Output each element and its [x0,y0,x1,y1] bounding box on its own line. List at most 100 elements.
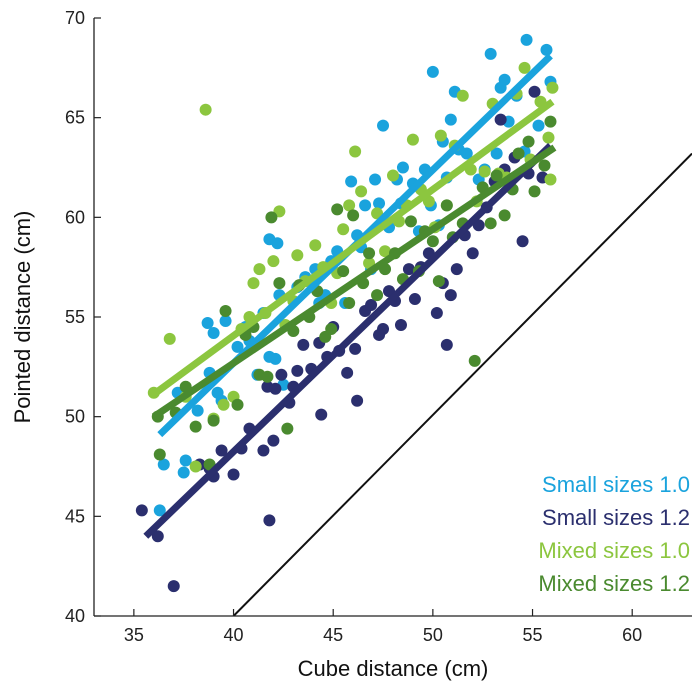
data-point-small-sizes-1-2 [377,322,390,335]
data-point-mixed-sizes-1-2 [265,211,278,224]
data-point-mixed-sizes-1-2 [468,354,481,367]
data-point-small-sizes-1-2 [263,514,276,527]
data-point-small-sizes-1-2 [494,113,507,126]
y-tick-label: 70 [65,8,85,28]
data-point-small-sizes-1-2 [215,444,228,457]
data-point-mixed-sizes-1-0 [309,239,322,252]
data-point-small-sizes-1-2 [402,263,415,276]
y-axis-title: Pointed distance (cm) [10,211,35,424]
data-point-mixed-sizes-1-0 [355,185,368,198]
data-point-small-sizes-1-2 [408,293,421,306]
legend-entry-small-sizes-1-0: Small sizes 1.0 [542,472,690,497]
data-point-mixed-sizes-1-2 [153,448,166,461]
y-tick-label: 60 [65,207,85,227]
data-point-small-sizes-1-0 [532,119,545,132]
data-point-small-sizes-1-0 [377,119,390,132]
data-point-mixed-sizes-1-2 [347,209,360,222]
data-point-mixed-sizes-1-0 [349,145,362,158]
data-point-small-sizes-1-2 [227,468,240,481]
data-point-mixed-sizes-1-0 [544,173,557,186]
legend-entry-small-sizes-1-2: Small sizes 1.2 [542,505,690,530]
data-point-small-sizes-1-0 [201,316,214,329]
data-point-small-sizes-1-2 [275,368,288,381]
data-point-mixed-sizes-1-0 [546,81,559,94]
data-point-mixed-sizes-1-0 [247,277,260,290]
data-point-small-sizes-1-2 [440,338,453,351]
data-point-mixed-sizes-1-0 [434,129,447,142]
data-point-mixed-sizes-1-0 [456,89,469,102]
data-point-small-sizes-1-2 [151,530,164,543]
data-point-small-sizes-1-0 [177,466,190,479]
data-point-mixed-sizes-1-0 [337,223,350,236]
data-point-mixed-sizes-1-0 [217,398,230,411]
data-point-small-sizes-1-2 [444,289,457,302]
data-point-small-sizes-1-0 [460,147,473,160]
data-point-small-sizes-1-2 [450,263,463,276]
x-tick-label: 60 [622,625,642,645]
data-point-small-sizes-1-0 [369,173,382,186]
data-point-small-sizes-1-2 [430,307,443,320]
data-point-mixed-sizes-1-2 [426,235,439,248]
data-point-small-sizes-1-0 [191,404,204,417]
data-point-small-sizes-1-2 [267,434,280,447]
data-point-small-sizes-1-0 [484,47,497,60]
data-point-mixed-sizes-1-2 [484,217,497,230]
data-point-mixed-sizes-1-2 [498,209,511,222]
data-point-small-sizes-1-0 [498,73,511,86]
data-point-small-sizes-1-0 [396,161,409,174]
data-point-mixed-sizes-1-0 [267,255,280,268]
data-point-small-sizes-1-2 [257,444,270,457]
data-point-small-sizes-1-0 [271,237,284,250]
data-point-mixed-sizes-1-0 [199,103,212,116]
fit-line-mixed-sizes-1-2 [151,144,557,420]
data-point-small-sizes-1-0 [269,352,282,365]
data-point-mixed-sizes-1-2 [440,199,453,212]
x-tick-label: 50 [423,625,443,645]
data-point-small-sizes-1-0 [153,504,166,517]
y-tick-label: 40 [65,606,85,626]
fit-line-mixed-sizes-1-0 [153,98,555,396]
data-point-small-sizes-1-2 [167,580,180,593]
data-point-small-sizes-1-2 [341,366,354,379]
data-point-small-sizes-1-2 [297,338,310,351]
data-point-mixed-sizes-1-2 [281,422,294,435]
identity-line [232,152,692,616]
data-point-small-sizes-1-2 [365,299,378,312]
data-point-mixed-sizes-1-2 [325,322,338,335]
data-point-small-sizes-1-0 [231,340,244,353]
data-point-mixed-sizes-1-2 [490,169,503,182]
data-point-small-sizes-1-2 [135,504,148,517]
data-point-mixed-sizes-1-2 [331,203,344,216]
data-point-mixed-sizes-1-2 [261,370,274,383]
data-point-mixed-sizes-1-0 [478,165,491,178]
data-point-small-sizes-1-0 [540,43,553,56]
y-tick-label: 45 [65,506,85,526]
data-point-mixed-sizes-1-0 [343,199,356,212]
data-point-small-sizes-1-0 [520,33,533,46]
data-point-mixed-sizes-1-0 [518,61,531,74]
data-point-mixed-sizes-1-0 [542,131,555,144]
data-point-mixed-sizes-1-2 [544,115,557,128]
data-point-small-sizes-1-2 [466,247,479,260]
data-point-mixed-sizes-1-2 [219,305,232,318]
data-point-mixed-sizes-1-2 [231,398,244,411]
legend-entry-mixed-sizes-1-0: Mixed sizes 1.0 [538,538,690,563]
data-point-small-sizes-1-2 [291,364,304,377]
data-point-small-sizes-1-0 [359,199,372,212]
data-point-mixed-sizes-1-2 [528,185,541,198]
data-point-mixed-sizes-1-0 [189,460,202,473]
y-tick-label: 55 [65,307,85,327]
y-tick-label: 50 [65,407,85,427]
data-point-mixed-sizes-1-0 [253,263,266,276]
legend: Small sizes 1.0 Small sizes 1.2 Mixed si… [538,472,690,596]
data-point-mixed-sizes-1-2 [522,135,535,148]
x-tick-label: 35 [124,625,144,645]
data-point-small-sizes-1-0 [373,197,386,210]
data-point-small-sizes-1-2 [528,85,541,98]
x-axis-title: Cube distance (cm) [298,656,489,681]
data-point-mixed-sizes-1-2 [207,414,220,427]
data-point-small-sizes-1-2 [315,408,328,421]
legend-entry-mixed-sizes-1-2: Mixed sizes 1.2 [538,571,690,596]
data-point-mixed-sizes-1-2 [363,247,376,260]
